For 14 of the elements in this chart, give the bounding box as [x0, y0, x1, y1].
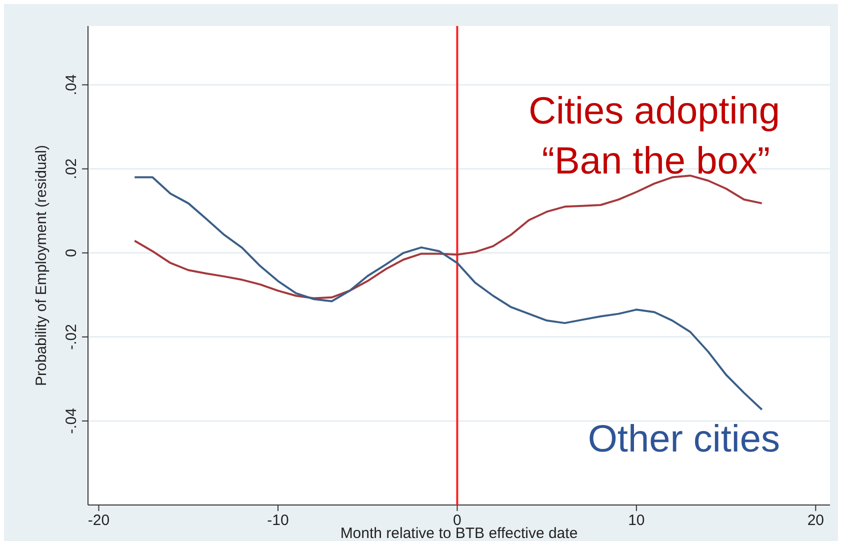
x-tick-label: -10: [267, 512, 289, 529]
x-tick-label: 10: [628, 512, 645, 529]
line-series: [134, 176, 763, 411]
series-label: Cities adopting “Ban the box”: [528, 90, 780, 182]
x-tick-label: 20: [807, 512, 824, 529]
x-tick-label: -20: [88, 512, 110, 529]
y-axis-title: Probability of Employment (residual): [33, 145, 50, 386]
y-tick-label: .02: [63, 158, 80, 180]
y-tick-label: 0: [63, 248, 80, 258]
y-tick-label: -.02: [63, 324, 80, 350]
series-label: Other cities: [588, 418, 780, 461]
y-tick-label: -.04: [63, 408, 80, 434]
y-tick-label: .04: [63, 74, 80, 96]
line-series: [134, 174, 763, 300]
